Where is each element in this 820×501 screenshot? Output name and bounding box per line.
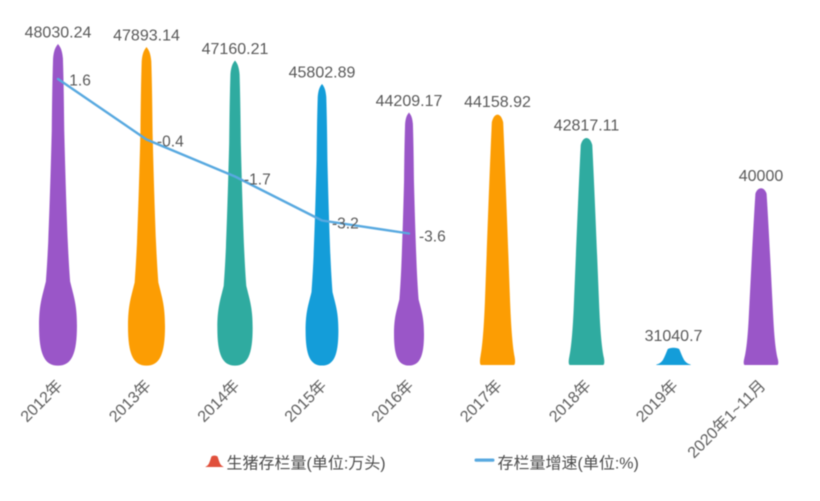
svg-text:2013年: 2013年: [106, 377, 155, 426]
svg-text:2016年: 2016年: [368, 377, 417, 426]
svg-text:-3.6: -3.6: [419, 229, 446, 246]
svg-text:2012年: 2012年: [17, 377, 66, 426]
svg-text:2014年: 2014年: [194, 377, 243, 426]
svg-text:-3.2: -3.2: [332, 216, 359, 233]
svg-text:2017年: 2017年: [457, 377, 506, 426]
svg-text:45802.89: 45802.89: [289, 65, 356, 82]
svg-text:40000: 40000: [739, 168, 784, 185]
svg-text:47893.14: 47893.14: [113, 28, 180, 45]
svg-text:2018年: 2018年: [546, 377, 595, 426]
svg-text:48030.24: 48030.24: [25, 25, 92, 42]
svg-text:存栏量增速(单位:%): 存栏量增速(单位:%): [498, 455, 639, 473]
svg-text:生猪存栏量(单位:万头): 生猪存栏量(单位:万头): [227, 455, 386, 473]
svg-text:44158.92: 44158.92: [464, 94, 531, 111]
svg-text:1.6: 1.6: [69, 73, 91, 90]
svg-text:2020年1~11月: 2020年1~11月: [684, 377, 769, 462]
svg-text:2019年: 2019年: [633, 377, 682, 426]
svg-text:47160.21: 47160.21: [202, 41, 269, 58]
svg-text:42817.11: 42817.11: [554, 118, 620, 135]
svg-text:-1.7: -1.7: [244, 172, 271, 189]
svg-text:31040.7: 31040.7: [645, 328, 703, 345]
svg-text:2015年: 2015年: [281, 377, 330, 426]
svg-text:44209.17: 44209.17: [376, 93, 443, 110]
svg-text:-0.4: -0.4: [157, 134, 184, 151]
